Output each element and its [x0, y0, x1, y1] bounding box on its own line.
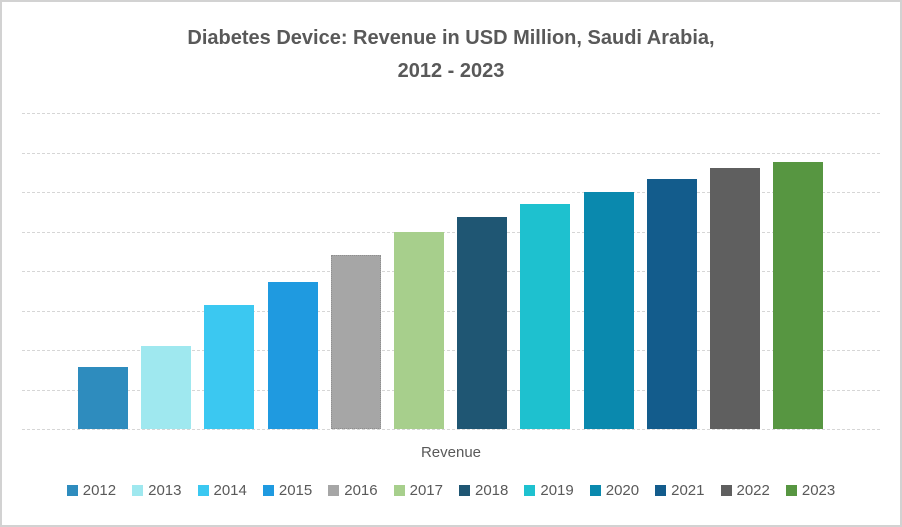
legend-item-2021[interactable]: 2021 [655, 482, 705, 499]
gridline [22, 152, 880, 154]
legend-item-2019[interactable]: 2019 [524, 482, 574, 499]
gridline [22, 231, 880, 233]
legend-marker-icon [589, 485, 601, 496]
legend-item-label: 2021 [671, 482, 705, 499]
bar-2016[interactable] [331, 255, 381, 429]
bar-2019[interactable] [520, 204, 570, 429]
legend-item-2014[interactable]: 2014 [197, 482, 247, 499]
legend-item-2017[interactable]: 2017 [393, 482, 443, 499]
legend-marker-icon [393, 485, 405, 496]
gridline [22, 192, 880, 193]
legend-item-label: 2014 [213, 482, 247, 499]
gridline [22, 429, 880, 430]
legend-item-2015[interactable]: 2015 [262, 482, 313, 499]
bar-2018[interactable] [457, 217, 507, 429]
legend-item-2013[interactable]: 2013 [132, 482, 182, 499]
gridline [22, 310, 880, 312]
bar-2020[interactable] [584, 192, 634, 429]
bar-2012[interactable] [78, 367, 128, 429]
legend-marker-icon [132, 485, 144, 496]
legend-marker-icon [785, 485, 797, 496]
bar-2017[interactable] [394, 232, 444, 429]
gridline [22, 271, 880, 272]
gridline [22, 350, 880, 351]
legend-item-2022[interactable]: 2022 [720, 482, 770, 499]
bar-2021[interactable] [647, 179, 697, 429]
legend-marker-icon [720, 485, 732, 496]
x-axis-label: Revenue [420, 444, 482, 461]
legend-item-label: 2019 [540, 482, 574, 499]
legend-item-label: 2015 [278, 482, 313, 499]
legend-marker-icon [328, 485, 340, 496]
gridline [22, 389, 880, 391]
legend-item-2012[interactable]: 2012 [66, 482, 117, 499]
legend: 2012 2013 2014 2015 2016 2017 2018 2019 2020 2021… [2, 482, 900, 499]
legend-marker-icon [459, 485, 470, 496]
legend-item-label: 2012 [82, 482, 117, 499]
legend-marker-icon [524, 485, 536, 496]
legend-item-2016[interactable]: 2016 [328, 482, 378, 499]
legend-item-label: 2022 [736, 482, 770, 499]
legend-item-label: 2013 [148, 482, 182, 499]
chart-title-line-1: Diabetes Device: Revenue in USD Million,… [187, 27, 715, 49]
legend-item-2023[interactable]: 2023 [785, 482, 836, 499]
legend-item-2018[interactable]: 2018 [459, 482, 508, 499]
legend-item-label: 2016 [344, 482, 378, 499]
plot-area [22, 113, 880, 430]
legend-marker-icon [262, 485, 274, 496]
bar-2013[interactable] [141, 346, 191, 429]
gridline [22, 113, 880, 114]
bar-2023[interactable] [773, 162, 823, 429]
bar-2014[interactable] [204, 305, 254, 429]
legend-item-label: 2018 [475, 482, 509, 499]
chart-title-line-2: 2012 - 2023 [397, 60, 505, 82]
legend-item-2020[interactable]: 2020 [589, 482, 640, 499]
legend-marker-icon [197, 485, 209, 496]
bar-2015[interactable] [268, 282, 318, 429]
legend-item-label: 2023 [801, 482, 836, 499]
legend-item-label: 2020 [605, 482, 640, 499]
legend-marker-icon [655, 485, 667, 496]
legend-marker-icon [66, 485, 78, 496]
legend-item-label: 2017 [409, 482, 443, 499]
bar-2022[interactable] [710, 168, 760, 429]
chart-title: Diabetes Device: Revenue in USD Million,… [2, 22, 900, 88]
